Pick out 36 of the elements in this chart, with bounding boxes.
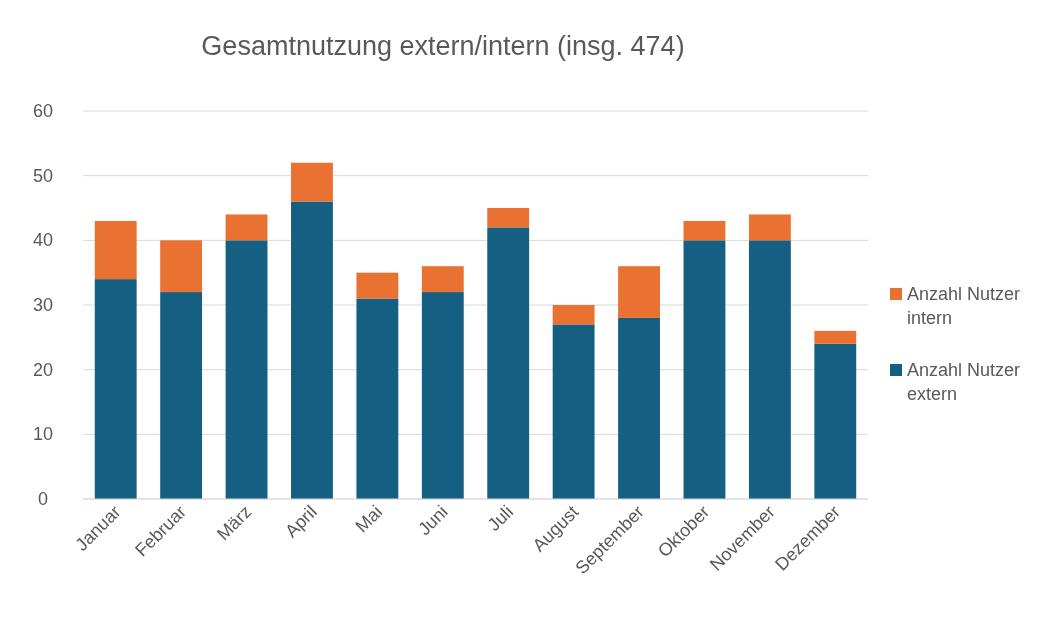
legend-label: Anzahl Nutzer extern — [907, 360, 1021, 404]
y-tick-label: 40 — [32, 230, 54, 251]
y-tick-label: 50 — [32, 165, 54, 186]
bar — [421, 292, 464, 499]
y-tick-label: 60 — [32, 101, 54, 121]
chart-title: Gesamtnutzung extern/intern (insg. 474) — [201, 31, 685, 61]
bar — [94, 220, 137, 280]
y-tick-label: 20 — [32, 359, 54, 380]
x-tick-label: Juli — [483, 501, 518, 535]
legend-label: Anzahl Nutzer intern — [907, 284, 1021, 328]
y-tick-label: 10 — [32, 424, 54, 445]
bar — [683, 240, 726, 499]
y-tick-label: 30 — [32, 295, 54, 315]
x-tick-label: Mai — [351, 501, 387, 537]
bar — [160, 292, 203, 499]
y-tick-label: 0 — [37, 489, 49, 509]
bar — [356, 272, 399, 299]
bar — [356, 298, 399, 499]
bar — [618, 317, 660, 499]
bar — [487, 227, 530, 499]
bar — [683, 220, 726, 241]
bar — [487, 208, 530, 228]
bar — [748, 214, 791, 241]
bar — [814, 330, 857, 344]
bar — [291, 201, 333, 499]
bar — [552, 324, 595, 499]
bar — [618, 266, 660, 318]
bar — [552, 305, 595, 325]
bar — [291, 162, 333, 202]
bar — [225, 240, 268, 499]
bar — [160, 240, 203, 293]
bar — [421, 266, 464, 293]
bar — [814, 343, 857, 499]
bar — [94, 279, 137, 499]
bar — [748, 240, 791, 499]
bar — [225, 214, 268, 241]
